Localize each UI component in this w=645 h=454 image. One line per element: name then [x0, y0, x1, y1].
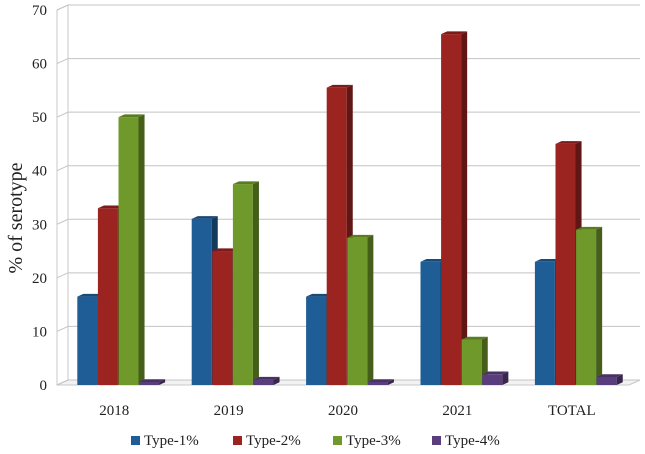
legend: Type-1% Type-2% Type-3% Type-4% — [131, 433, 500, 449]
bar-top — [347, 234, 374, 238]
y-tick-label: 0 — [40, 378, 48, 394]
bar-front — [367, 382, 388, 385]
bar-side — [596, 226, 603, 385]
legend-swatch — [233, 436, 242, 445]
legend-swatch — [432, 436, 441, 445]
bar-top — [420, 259, 447, 262]
bar-2020-Type-3% — [347, 234, 374, 385]
legend-item-Type-2%: Type-2% — [233, 433, 301, 449]
bar-front — [326, 87, 347, 385]
y-axis-ticks: 0 10 20 30 40 50 60 70 — [32, 3, 47, 394]
x-category-label: 2021 — [442, 403, 472, 419]
bar-front — [253, 379, 274, 385]
legend-item-Type-3%: Type-3% — [333, 433, 401, 449]
bar-front — [139, 382, 160, 385]
bar-top — [326, 84, 353, 88]
bar-2018-Type-4% — [139, 379, 166, 385]
bar-front — [420, 261, 441, 385]
gridline — [56, 58, 640, 65]
bar-TOTAL-Type-3% — [576, 226, 603, 385]
left-wall — [56, 4, 69, 386]
bar-top — [576, 226, 603, 230]
bar-top — [596, 374, 623, 377]
legend-label: Type-2% — [246, 433, 301, 449]
legend-label: Type-1% — [144, 433, 199, 449]
bar-front — [555, 143, 576, 385]
bar-front — [461, 339, 482, 385]
bar-top — [461, 336, 488, 340]
legend-item-Type-4%: Type-4% — [432, 433, 500, 449]
bar-side — [461, 31, 468, 385]
bar-side — [367, 234, 374, 385]
x-axis-categories: 2018 2019 2020 2021 TOTAL — [99, 403, 595, 419]
legend-swatch — [131, 436, 140, 445]
x-category-label: 2020 — [328, 403, 358, 419]
bar-side — [252, 181, 259, 385]
y-tick-label: 50 — [32, 110, 47, 126]
bar-2019-Type-4% — [253, 376, 280, 385]
y-tick-label: 30 — [32, 217, 47, 233]
bar-top — [441, 31, 468, 35]
bar-2021-Type-2% — [441, 31, 468, 385]
bars — [77, 31, 623, 386]
bar-top — [118, 114, 145, 118]
bar-side — [138, 114, 145, 386]
legend-item-Type-1%: Type-1% — [131, 433, 199, 449]
bar-top — [232, 181, 259, 185]
bar-top — [367, 379, 394, 382]
bar-side — [273, 376, 280, 385]
bar-top — [534, 259, 561, 262]
y-tick-label: 40 — [32, 164, 47, 180]
bar-top — [191, 216, 218, 219]
y-tick-label: 20 — [32, 271, 47, 287]
y-tick-label: 10 — [32, 324, 47, 340]
bar-front — [596, 376, 617, 385]
x-category-label: 2019 — [214, 403, 244, 419]
bar-top — [482, 371, 509, 375]
bar-top — [306, 293, 333, 297]
bar-front — [347, 237, 368, 385]
bar-top — [77, 293, 104, 297]
y-tick-label: 70 — [32, 3, 47, 19]
bar-top — [555, 141, 582, 144]
bar-2020-Type-4% — [367, 379, 394, 385]
bar-top — [253, 376, 280, 380]
bar-front — [306, 296, 327, 385]
bar-front — [441, 34, 462, 385]
bar-top — [139, 379, 166, 382]
bar-front — [534, 261, 555, 385]
bar-TOTAL-Type-4% — [596, 374, 623, 385]
bar-2019-Type-3% — [232, 181, 259, 385]
bar-side — [502, 371, 509, 385]
x-category-label: 2018 — [99, 403, 129, 419]
bar-side — [387, 379, 394, 385]
gridline — [56, 4, 640, 11]
x-category-label: TOTAL — [548, 403, 596, 419]
y-tick-label: 60 — [32, 57, 47, 73]
bar-side — [159, 379, 166, 385]
bar-side — [616, 374, 623, 385]
bar-2018-Type-3% — [118, 114, 145, 386]
bar-front — [576, 229, 597, 385]
bar-front — [482, 374, 503, 385]
bar-front — [212, 251, 233, 385]
bar-front — [77, 296, 98, 385]
y-axis-title: % of serotype — [5, 162, 27, 273]
legend-label: Type-3% — [346, 433, 401, 449]
bar-front — [191, 218, 212, 385]
bar-2021-Type-4% — [482, 371, 509, 385]
bar-front — [232, 184, 253, 385]
legend-label: Type-4% — [445, 433, 500, 449]
legend-swatch — [333, 436, 342, 445]
bar-top — [97, 205, 124, 209]
bar-top — [212, 248, 239, 252]
bar-front — [97, 208, 118, 385]
bar-front — [118, 117, 139, 386]
